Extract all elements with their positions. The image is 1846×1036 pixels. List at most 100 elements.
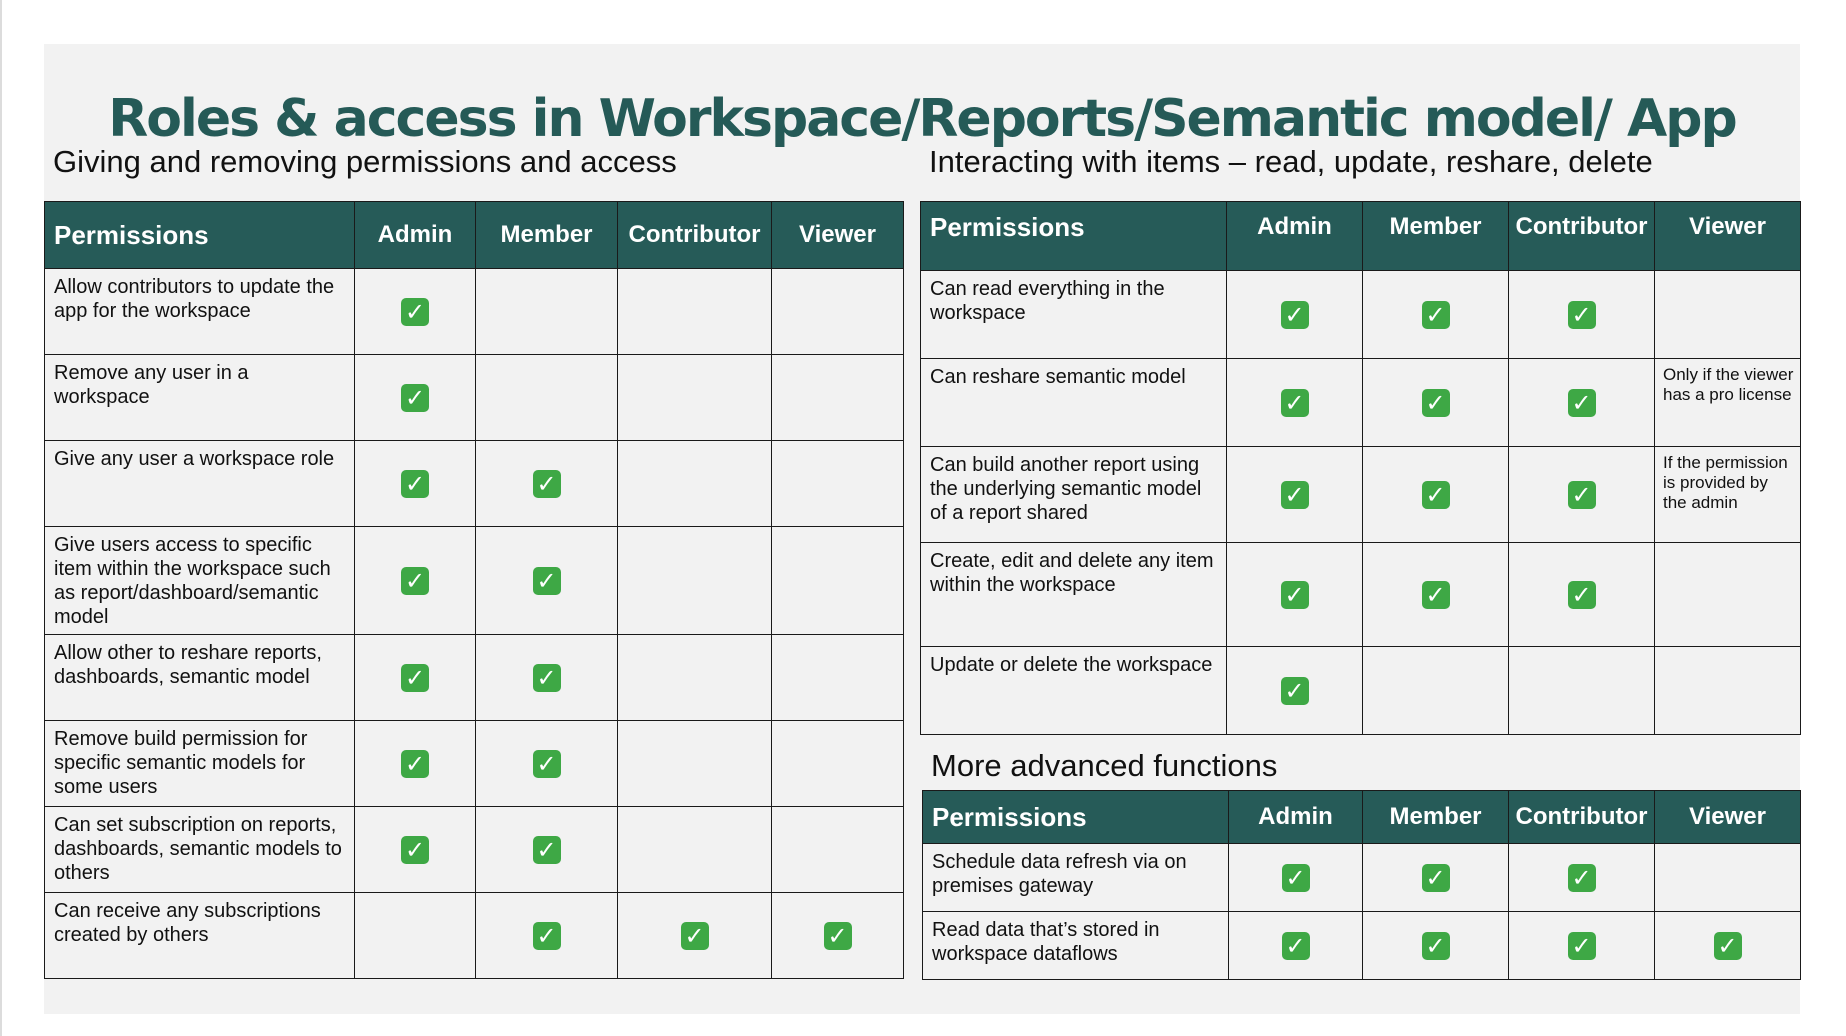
- table-row: Create, edit and delete any item within …: [920, 542, 1801, 647]
- slide-title: Roles & access in Workspace/Reports/Sema…: [108, 89, 1737, 149]
- contributor-cell: [617, 354, 772, 441]
- contributor-cell: ✓: [1508, 358, 1655, 447]
- viewer-cell: [771, 354, 904, 441]
- table-header-row: Permissions Admin Member Contributor Vie…: [922, 790, 1801, 844]
- column-header-admin: Admin: [354, 201, 476, 269]
- table-row: Give any user a workspace role ✓ ✓: [44, 440, 904, 527]
- column-header-permissions: Permissions: [922, 790, 1229, 844]
- viewer-cell: [1654, 270, 1801, 359]
- table-header-row: Permissions Admin Member Contributor Vie…: [44, 201, 904, 269]
- viewer-cell: [771, 634, 904, 721]
- checkmark-icon: ✓: [680, 921, 709, 950]
- permission-cell: Can receive any subscriptions created by…: [44, 892, 355, 979]
- member-cell: ✓: [475, 526, 618, 635]
- checkmark-icon: ✓: [1567, 580, 1596, 609]
- checkmark-icon: ✓: [1567, 300, 1596, 329]
- contributor-cell: [1508, 646, 1655, 735]
- contributor-cell: [617, 634, 772, 721]
- table-row: Give users access to specific item withi…: [44, 526, 904, 635]
- column-header-viewer: Viewer: [771, 201, 904, 269]
- viewer-cell: ✓: [1654, 911, 1801, 980]
- column-header-member: Member: [1362, 790, 1509, 844]
- column-header-contributor: Contributor: [617, 201, 772, 269]
- viewer-cell: ✓: [771, 892, 904, 979]
- member-cell: ✓: [1362, 270, 1509, 359]
- checkmark-icon: ✓: [401, 835, 429, 864]
- viewer-cell: [771, 526, 904, 635]
- permission-cell: Can reshare semantic model: [920, 358, 1227, 447]
- column-header-member: Member: [1362, 201, 1509, 271]
- contributor-cell: [617, 526, 772, 635]
- checkmark-icon: ✓: [1281, 931, 1310, 960]
- permission-cell: Read data that’s stored in workspace dat…: [922, 911, 1229, 980]
- checkmark-icon: ✓: [1281, 863, 1310, 892]
- permission-cell: Update or delete the workspace: [920, 646, 1227, 735]
- admin-cell: ✓: [354, 440, 476, 527]
- member-cell: ✓: [475, 720, 618, 807]
- contributor-cell: [617, 440, 772, 527]
- permissions-table-right-bottom: Permissions Admin Member Contributor Vie…: [922, 790, 1801, 980]
- checkmark-icon: ✓: [401, 663, 429, 692]
- contributor-cell: ✓: [617, 892, 772, 979]
- permission-cell: Allow other to reshare reports, dashboar…: [44, 634, 355, 721]
- permission-cell: Can build another report using the under…: [920, 446, 1227, 543]
- table-row: Can reshare semantic model ✓ ✓ ✓ Only if the…: [920, 358, 1801, 447]
- checkmark-icon: ✓: [401, 749, 429, 778]
- member-cell: ✓: [1362, 843, 1509, 912]
- viewer-cell: [771, 440, 904, 527]
- member-cell: ✓: [1362, 911, 1509, 980]
- table-row: Can receive any subscriptions created by…: [44, 892, 904, 979]
- column-header-admin: Admin: [1226, 201, 1363, 271]
- permission-cell: Remove build permission for specific sem…: [44, 720, 355, 807]
- checkmark-icon: ✓: [532, 749, 561, 778]
- table-row: Can build another report using the under…: [920, 446, 1801, 543]
- checkmark-icon: ✓: [823, 921, 852, 950]
- admin-cell: ✓: [1226, 542, 1363, 647]
- member-cell: ✓: [475, 440, 618, 527]
- admin-cell: ✓: [1226, 358, 1363, 447]
- column-header-viewer: Viewer: [1654, 201, 1801, 271]
- permission-cell: Can set subscription on reports, dashboa…: [44, 806, 355, 893]
- admin-cell: ✓: [1228, 911, 1363, 980]
- admin-cell: ✓: [354, 806, 476, 893]
- checkmark-icon: ✓: [1567, 480, 1596, 509]
- table-row: Allow contributors to update the app for…: [44, 268, 904, 355]
- column-header-permissions: Permissions: [920, 201, 1227, 271]
- slide: Roles & access in Workspace/Reports/Sema…: [44, 44, 1801, 1014]
- checkmark-icon: ✓: [1280, 580, 1309, 609]
- permission-cell: Give users access to specific item withi…: [44, 526, 355, 635]
- table-row: Remove build permission for specific sem…: [44, 720, 904, 807]
- table-row: Schedule data refresh via on premises ga…: [922, 843, 1801, 912]
- permission-cell: Give any user a workspace role: [44, 440, 355, 527]
- checkmark-icon: ✓: [1567, 388, 1596, 417]
- admin-cell: ✓: [354, 526, 476, 635]
- admin-cell: ✓: [354, 720, 476, 807]
- member-cell: ✓: [1362, 542, 1509, 647]
- checkmark-icon: ✓: [1567, 863, 1596, 892]
- checkmark-icon: ✓: [1713, 931, 1742, 960]
- contributor-cell: ✓: [1508, 446, 1655, 543]
- column-header-contributor: Contributor: [1508, 790, 1655, 844]
- checkmark-icon: ✓: [401, 469, 429, 498]
- admin-cell: [354, 892, 476, 979]
- admin-cell: ✓: [1226, 646, 1363, 735]
- checkmark-icon: ✓: [1421, 863, 1450, 892]
- member-cell: ✓: [1362, 358, 1509, 447]
- viewer-cell: [771, 268, 904, 355]
- checkmark-icon: ✓: [532, 566, 561, 595]
- contributor-cell: [617, 806, 772, 893]
- checkmark-icon: ✓: [532, 663, 561, 692]
- viewer-cell: [1654, 542, 1801, 647]
- checkmark-icon: ✓: [401, 566, 429, 595]
- checkmark-icon: ✓: [1280, 676, 1309, 705]
- viewer-cell: [771, 720, 904, 807]
- checkmark-icon: ✓: [1567, 931, 1596, 960]
- table-row: Remove any user in a workspace ✓: [44, 354, 904, 441]
- admin-cell: ✓: [1226, 270, 1363, 359]
- checkmark-icon: ✓: [1280, 480, 1309, 509]
- checkmark-icon: ✓: [1280, 388, 1309, 417]
- column-header-admin: Admin: [1228, 790, 1363, 844]
- member-cell: ✓: [475, 634, 618, 721]
- page-edge: [0, 0, 2, 1036]
- left-section-heading: Giving and removing permissions and acce…: [53, 144, 677, 179]
